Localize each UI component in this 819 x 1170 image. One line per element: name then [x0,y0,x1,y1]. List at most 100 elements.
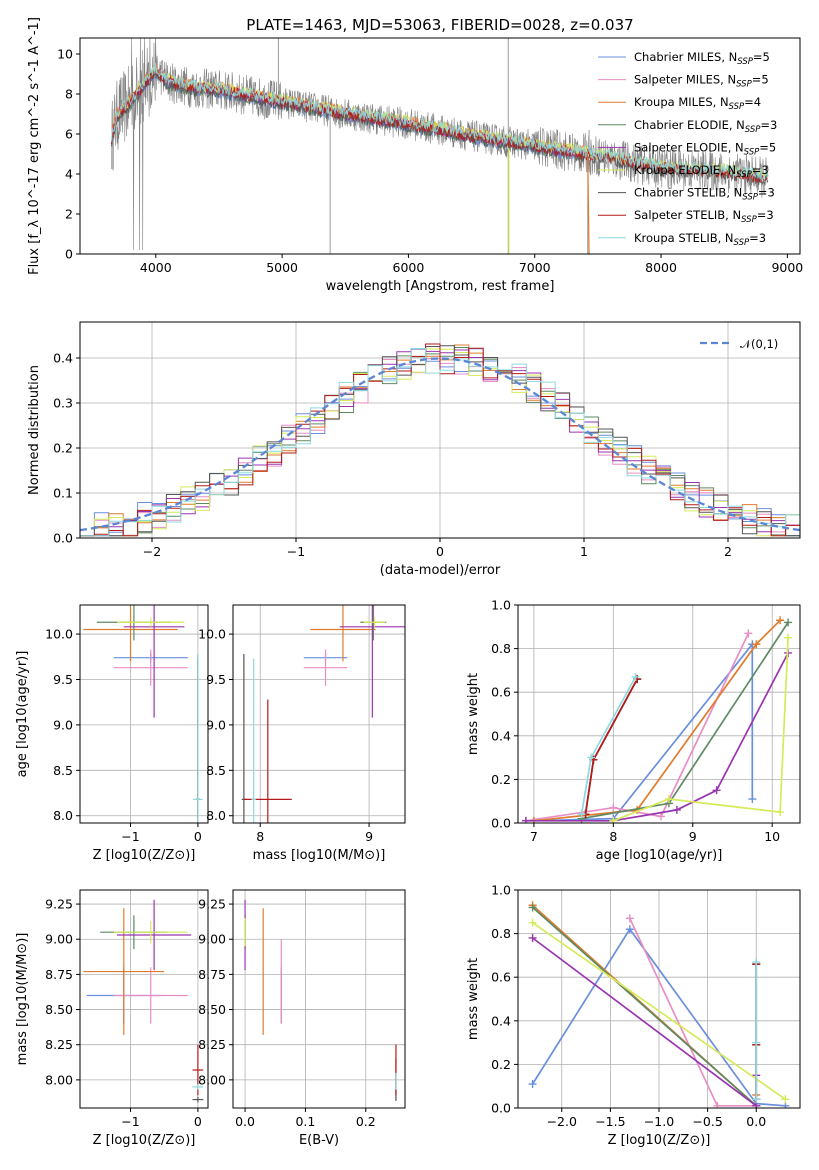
axes-frame [79,604,209,824]
x-axis-label: age [log10(age/yr)] [596,848,723,863]
series-marker [781,1095,790,1104]
chart-spectrum: Chabrier MILES, NSSP=5 Salpeter MILES, NS… [27,17,803,294]
y-tick-label: 9.0 [206,717,226,732]
series-marker [784,618,793,627]
plot-area [83,899,204,1103]
series-marker [752,1095,761,1104]
series-marker [625,925,634,934]
chart-age-vs-mass: 8 9 8.0 8.5 9.0 9.5 10.0 mass [log10(M/M⊙)] [198,604,406,863]
point-kroupa-miles [310,605,376,662]
series-chabrier-stelib [581,675,642,819]
series-salpeter-miles [521,629,753,823]
series-marker [528,903,537,912]
legend-label-kroupa-miles: Kroupa MILES, NSSP=4 [634,95,761,112]
x-axis-label: (data-model)/error [380,563,501,578]
y-tick-label: 0.0 [491,1101,511,1116]
y-tick-label: 8.0 [53,808,73,823]
y-tick-label: 8.25 [198,1037,226,1052]
x-tick-label: 6000 [393,260,425,275]
x-tick-label: −1 [121,1114,139,1129]
y-tick-label: 8.00 [45,1072,73,1087]
y-tick-label: 8.25 [45,1037,73,1052]
point-salpeter-miles [113,967,188,1024]
y-tick-label: 8.5 [53,763,73,778]
y-tick-label: 9.0 [53,717,73,732]
series-marker [784,633,793,642]
y-tick-label: 8.5 [206,763,226,778]
point-salpeter-stelib [243,699,292,823]
legend-label-chabrier-stelib: Chabrier STELIB, NSSP=3 [634,186,775,203]
series-line [533,619,781,822]
series-marker [752,957,761,966]
legend-label-kroupa-elodie: Kroupa ELODIE, NSSP=3 [634,163,769,180]
y-tick-label: 0.1 [53,486,73,501]
legend-label-gaussian: 𝒩(0,1) [740,337,778,351]
x-tick-label: −2.0 [547,1114,577,1129]
series-line [525,632,750,822]
plot-area [244,899,397,1101]
plot-area [80,343,800,538]
y-axis-label: mass weight [466,673,481,755]
x-tick-label: −1 [121,829,139,844]
x-tick-label: −2 [143,544,161,559]
x-tick-label: 7000 [519,260,551,275]
y-tick-label: 8.75 [45,967,73,982]
point-salpeter-miles [113,649,188,686]
series-marker [744,629,753,638]
model-kroupa-stelib [111,62,769,181]
y-tick-label: 0.8 [491,926,511,941]
x-tick-label: 0 [194,829,202,844]
y-tick-label: 0.2 [491,772,511,787]
point-kroupa-elodie [363,617,386,627]
chart-mass-vs-ebv: 0.0 0.1 0.2 8.00 8.25 8.50 8.75 9.00 9.25 E(B-V) [198,889,406,1148]
y-tick-label: 9.25 [198,897,226,912]
figure-title: PLATE=1463, MJD=53063, FIBERID=0028, z=0… [246,16,633,34]
series-marker [672,805,681,814]
y-tick-label: 2 [65,207,73,222]
series-marker [609,816,618,823]
x-axis-label: Z [log10(Z/Z⊙)] [93,848,196,863]
y-tick-label: 0.0 [53,531,73,546]
y-tick-label: 8 [65,87,73,102]
series-marker [528,933,537,942]
x-tick-label: 7 [530,829,538,844]
plot-area [521,616,793,823]
y-tick-label: 0.2 [491,1057,511,1072]
point-salpeter-elodie [117,899,192,971]
x-axis-label: mass [log10(M/M⊙)] [253,848,386,863]
series-kroupa-stelib [577,672,640,819]
plot-area [83,605,203,823]
axes-frame [232,889,406,1109]
x-tick-label: 0.1 [295,1114,315,1129]
series-line [612,637,789,822]
x-tick-label: −1.5 [595,1114,625,1129]
y-axis-label: Normed distribution [27,365,42,495]
axes-frame [79,889,209,1109]
y-axis-label: mass weight [466,958,481,1040]
y-tick-label: 1.0 [491,883,511,898]
point-kroupa-elodie [117,617,185,627]
x-tick-label: 9000 [771,260,803,275]
y-tick-label: 4 [65,167,73,182]
y-tick-label: 0.3 [53,396,73,411]
series-kroupa-elodie [528,918,790,1104]
series-marker [752,640,761,649]
x-tick-label: 8000 [645,260,677,275]
x-tick-label: 9 [689,829,697,844]
x-tick-label: 10 [764,829,780,844]
point-chabrier-stelib [192,1096,204,1103]
legend-label-chabrier-miles: Chabrier MILES, NSSP=5 [634,50,770,67]
series-kroupa-miles [529,616,785,823]
series-marker [776,616,785,625]
y-tick-label: 8.50 [45,1002,73,1017]
y-tick-label: 1.0 [491,598,511,613]
y-tick-label: 10.0 [45,627,73,642]
y-tick-label: 0.6 [491,970,511,985]
series-marker [587,753,596,762]
x-axis-label: E(B-V) [299,1133,339,1148]
y-tick-label: 9.25 [45,897,73,912]
legend-label-salpeter-elodie: Salpeter ELODIE, NSSP=5 [634,140,776,157]
point-salpeter-elodie [339,605,405,718]
legend-label-salpeter-miles: Salpeter MILES, NSSP=5 [634,73,769,90]
x-axis-label: wavelength [Angstrom, rest frame] [326,279,555,294]
